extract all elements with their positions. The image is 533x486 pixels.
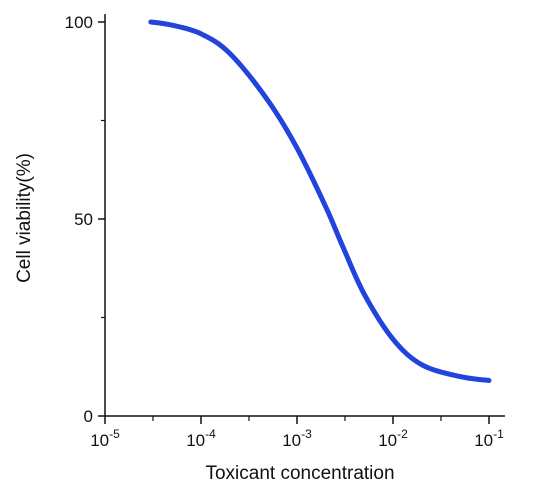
y-tick-label: 0 [84, 407, 93, 426]
viability-curve [148, 19, 492, 383]
x-ticks: 10-5 10-4 10-3 10-2 10-1 [90, 416, 504, 450]
x-tick-label: 10-1 [474, 427, 504, 450]
y-tick-label: 100 [65, 13, 93, 32]
x-tick-label: 10-3 [282, 427, 312, 450]
x-axis-title: Toxicant concentration [205, 463, 394, 484]
x-tick-label: 10-4 [186, 427, 216, 450]
axes [104, 14, 505, 417]
y-tick-label: 50 [74, 210, 93, 229]
y-axis-title: Cell viability(%) [14, 153, 35, 283]
x-tick-label: 10-2 [378, 427, 408, 450]
y-ticks: 0 50 100 [65, 13, 105, 426]
x-tick-label: 10-5 [90, 427, 120, 450]
